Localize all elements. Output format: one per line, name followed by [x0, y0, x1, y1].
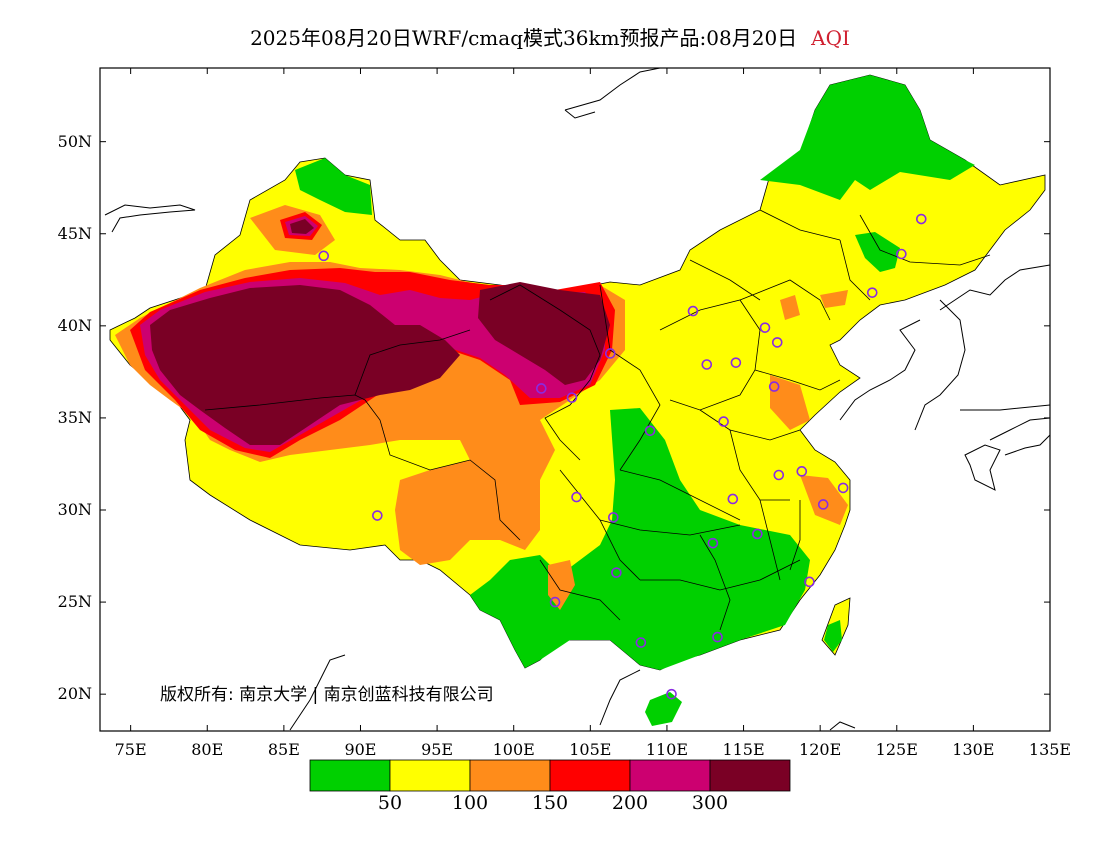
lon-tick-label: 100E — [492, 740, 535, 759]
lon-tick-label: 115E — [722, 740, 765, 759]
station-marker — [571, 491, 582, 503]
lat-tick-label: 25N — [57, 592, 92, 612]
station-marker — [915, 213, 927, 225]
station-marker — [604, 348, 616, 359]
lon-tick-label: 85E — [267, 740, 300, 759]
orange-liaoning — [820, 290, 848, 308]
station-marker — [796, 466, 808, 477]
station-marker — [727, 493, 739, 505]
station-marker — [608, 512, 619, 523]
station-marker — [549, 596, 561, 608]
map-title: 2025年08月20日WRF/cmaq模式36km预报产品:08月20日 AQI — [0, 22, 1100, 51]
neighbor-coastlines — [104, 68, 1050, 731]
maroon-north-patch — [290, 219, 314, 234]
lon-tick-label: 80E — [191, 740, 224, 759]
colorbar-swatch — [549, 759, 631, 792]
station-marker — [611, 567, 622, 578]
lon-tick-label: 110E — [645, 740, 689, 759]
city-station-markers — [318, 213, 927, 700]
lat-tick-label: 45N — [57, 223, 92, 243]
maroon-alxa — [478, 282, 610, 385]
maroon-tarim — [150, 285, 460, 445]
station-marker — [771, 337, 783, 348]
lat-tick-label: 30N — [57, 500, 92, 519]
green-northeast — [760, 75, 975, 200]
title-text: 2025年08月20日WRF/cmaq模式36km预报产品:08月20日 — [250, 26, 798, 50]
lon-tick-label: 130E — [952, 740, 995, 759]
lon-tick-label: 75E — [114, 740, 147, 759]
lat-tick-label: 40N — [57, 315, 92, 335]
station-marker — [773, 469, 785, 481]
station-marker — [666, 688, 677, 700]
station-marker — [752, 528, 763, 540]
lon-tick-label: 105E — [569, 740, 612, 759]
green-jilin — [855, 232, 900, 272]
station-marker — [817, 499, 829, 510]
axis-tick-marks — [100, 68, 1051, 731]
station-marker — [318, 250, 330, 262]
station-marker — [566, 392, 578, 403]
station-marker — [866, 287, 878, 298]
colorbar-label: 150 — [531, 792, 569, 814]
station-marker — [535, 383, 547, 394]
station-marker — [707, 537, 719, 549]
station-marker — [837, 482, 849, 494]
station-marker — [718, 416, 729, 427]
colorbar-swatch — [709, 759, 791, 792]
title-variable: AQI — [811, 26, 850, 50]
lat-tick-label: 50N — [57, 131, 92, 151]
colorbar-label: 100 — [451, 792, 489, 814]
lon-tick-label: 90E — [344, 740, 377, 759]
green-south — [470, 408, 810, 670]
copyright-notice: 版权所有: 南京大学 | 南京创蓝科技有限公司 — [160, 685, 494, 705]
station-marker — [768, 381, 780, 392]
colorbar-label: 200 — [611, 792, 649, 814]
colorbar-swatch — [629, 759, 711, 792]
colorbar — [309, 759, 791, 792]
station-marker — [712, 631, 723, 643]
colorbar-label: 300 — [691, 792, 729, 814]
lat-tick-label: 35N — [57, 407, 92, 427]
orange-beijing — [780, 295, 800, 320]
lat-tick-label: 20N — [57, 684, 92, 704]
lon-tick-label: 125E — [875, 740, 918, 759]
station-marker — [759, 322, 771, 333]
map-frame — [99, 67, 1051, 732]
station-marker — [372, 510, 383, 521]
green-northwest — [295, 158, 372, 215]
green-taiwan — [824, 620, 842, 652]
map-area — [104, 68, 1050, 731]
colorbar-swatch — [309, 759, 391, 792]
colorbar-swatch — [389, 759, 471, 792]
colorbar-label: 50 — [377, 792, 403, 814]
orange-shandong — [770, 375, 810, 430]
lon-tick-label: 95E — [421, 740, 454, 759]
colorbar-swatch — [469, 759, 551, 792]
station-marker — [896, 248, 907, 260]
lon-tick-label: 135E — [1028, 740, 1072, 759]
station-marker — [687, 305, 699, 317]
station-marker — [635, 637, 647, 648]
station-marker — [730, 357, 742, 368]
station-marker — [644, 425, 656, 437]
lon-tick-label: 120E — [799, 740, 842, 759]
station-marker — [804, 576, 815, 588]
station-marker — [701, 359, 713, 370]
green-hainan — [645, 692, 682, 726]
